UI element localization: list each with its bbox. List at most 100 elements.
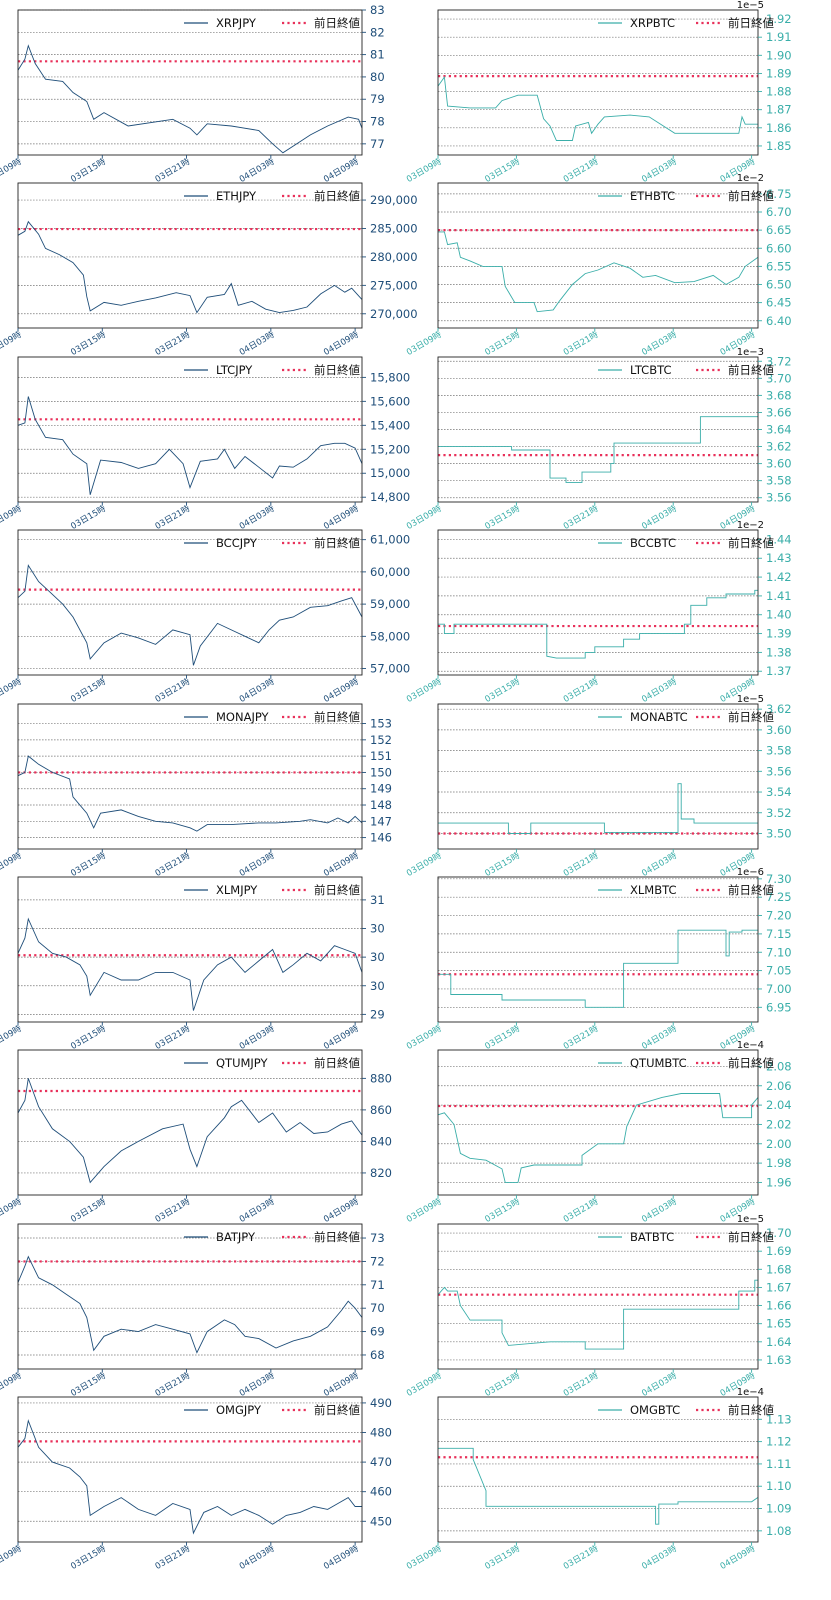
y-tick-label: 1.90 <box>766 48 792 62</box>
y-tick-label: 1.70 <box>766 1226 792 1240</box>
y-tick-label: 1.98 <box>766 1156 792 1170</box>
y-tick-label: 270,000 <box>370 307 418 321</box>
x-tick-label: 03日15時 <box>69 330 108 358</box>
x-tick-label: 04日03時 <box>640 1370 679 1398</box>
x-tick-label: 04日03時 <box>238 1197 277 1225</box>
y-tick-label: 7.20 <box>766 909 792 923</box>
x-tick-label: 03日15時 <box>69 1544 108 1572</box>
legend-label-reference: 前日終値 <box>728 536 774 550</box>
y-tick-label: 275,000 <box>370 279 418 293</box>
plot-frame <box>437 1049 759 1196</box>
legend-label-series: MONAJPY <box>216 710 270 724</box>
x-tick-label: 04日09時 <box>322 1370 361 1398</box>
x-tick-label: 03日09時 <box>0 850 24 878</box>
y-tick-label: 60,000 <box>370 565 410 579</box>
x-tick-label: 04日03時 <box>238 1024 277 1052</box>
chart-panel-omgjpy: 450 460 470 480 490 03日09時 03日15時 03日21時 04日03時 0… <box>0 1396 392 1572</box>
x-tick-label: 03日09時 <box>0 503 24 531</box>
y-tick-label: 30 <box>370 950 385 964</box>
y-tick-label: 7.05 <box>766 964 792 978</box>
y-tick-label: 148 <box>370 798 392 812</box>
y-tick-label: 3.56 <box>766 764 792 778</box>
legend-label-series: ETHJPY <box>216 189 257 203</box>
x-tick-label: 03日09時 <box>0 157 24 185</box>
y-tick-label: 6.75 <box>766 187 792 201</box>
y-tick-label: 860 <box>370 1103 392 1117</box>
series-line-monabtc <box>438 782 758 834</box>
y-tick-label: 450 <box>370 1514 392 1528</box>
x-tick-label: 03日21時 <box>562 1544 601 1572</box>
series-line-qtumjpy <box>17 1078 363 1184</box>
legend-label-reference: 前日終値 <box>728 16 774 30</box>
x-tick-label: 04日03時 <box>238 1370 277 1398</box>
y-tick-label: 15,600 <box>370 394 410 408</box>
x-tick-label: 03日09時 <box>0 677 24 705</box>
y-tick-label: 15,200 <box>370 442 410 456</box>
y-tick-label: 1.96 <box>766 1176 792 1190</box>
legend-label-series: LTCJPY <box>216 363 253 377</box>
series-line-monajpy <box>17 754 363 832</box>
plot-frame <box>17 876 363 1023</box>
x-tick-label: 04日03時 <box>640 850 679 878</box>
x-tick-label: 03日15時 <box>69 677 108 705</box>
plot-frame <box>437 1223 759 1370</box>
x-tick-label: 03日15時 <box>483 850 522 878</box>
y-tick-label: 6.40 <box>766 314 792 328</box>
y-tick-label: 1.43 <box>766 551 792 565</box>
y-tick-label: 1.69 <box>766 1244 792 1258</box>
plot-frame <box>17 182 363 329</box>
x-tick-label: 04日09時 <box>322 1197 361 1225</box>
series-line-batbtc <box>437 1279 758 1350</box>
legend-label-series: XLMJPY <box>216 883 258 897</box>
plot-frame <box>437 182 759 329</box>
axis-offset-label: 1e−3 <box>737 347 764 358</box>
x-tick-label: 03日09時 <box>0 330 24 358</box>
y-tick-label: 460 <box>370 1485 392 1499</box>
x-tick-label: 03日21時 <box>562 503 601 531</box>
y-tick-label: 2.04 <box>766 1098 792 1112</box>
y-tick-label: 7.15 <box>766 927 792 941</box>
x-tick-label: 04日09時 <box>322 503 361 531</box>
x-tick-label: 04日09時 <box>322 850 361 878</box>
plot-frame <box>437 703 759 850</box>
y-tick-label: 6.60 <box>766 242 792 256</box>
y-tick-label: 70 <box>370 1301 385 1315</box>
y-tick-label: 880 <box>370 1072 392 1086</box>
legend-label-series: OMGBTC <box>630 1403 680 1417</box>
chart-panel-monajpy: 146 147 148 149 150 151 152 153 03日09時 03日15時 03日2… <box>0 703 392 879</box>
y-tick-label: 81 <box>370 48 385 62</box>
x-tick-label: 03日21時 <box>562 330 601 358</box>
legend-label-series: XRPJPY <box>216 16 257 30</box>
y-tick-label: 7.10 <box>766 945 792 959</box>
legend-label-series: BATJPY <box>216 1230 256 1244</box>
y-tick-label: 1.66 <box>766 1298 792 1312</box>
x-tick-label: 04日09時 <box>322 1544 361 1572</box>
x-tick-label: 03日15時 <box>483 1197 522 1225</box>
legend-label-reference: 前日終値 <box>728 1230 774 1244</box>
y-tick-label: 83 <box>370 3 385 17</box>
axis-offset-label: 1e−2 <box>737 173 764 184</box>
y-tick-label: 31 <box>370 893 385 907</box>
y-tick-label: 1.42 <box>766 570 792 584</box>
y-tick-label: 280,000 <box>370 250 418 264</box>
y-tick-label: 30 <box>370 979 385 993</box>
y-tick-label: 3.64 <box>766 422 792 436</box>
y-tick-label: 61,000 <box>370 533 410 547</box>
y-tick-label: 150 <box>370 765 392 779</box>
x-tick-label: 03日09時 <box>0 1024 24 1052</box>
x-tick-label: 03日21時 <box>154 1370 193 1398</box>
y-tick-label: 1.89 <box>766 66 792 80</box>
x-tick-label: 03日15時 <box>483 1024 522 1052</box>
chart-panel-ltcjpy: 14,800 15,000 15,200 15,400 15,600 15,800 03日0… <box>0 356 410 532</box>
chart-panel-bccjpy: 57,000 58,000 59,000 60,000 61,000 03日09時 03日1… <box>0 529 410 705</box>
x-tick-label: 04日09時 <box>322 677 361 705</box>
y-tick-label: 3.62 <box>766 702 792 716</box>
plot-frame <box>17 1223 363 1370</box>
y-tick-label: 285,000 <box>370 222 418 236</box>
y-tick-label: 15,000 <box>370 466 410 480</box>
series-line-ethjpy <box>17 221 363 314</box>
legend-label-reference: 前日終値 <box>728 189 774 203</box>
